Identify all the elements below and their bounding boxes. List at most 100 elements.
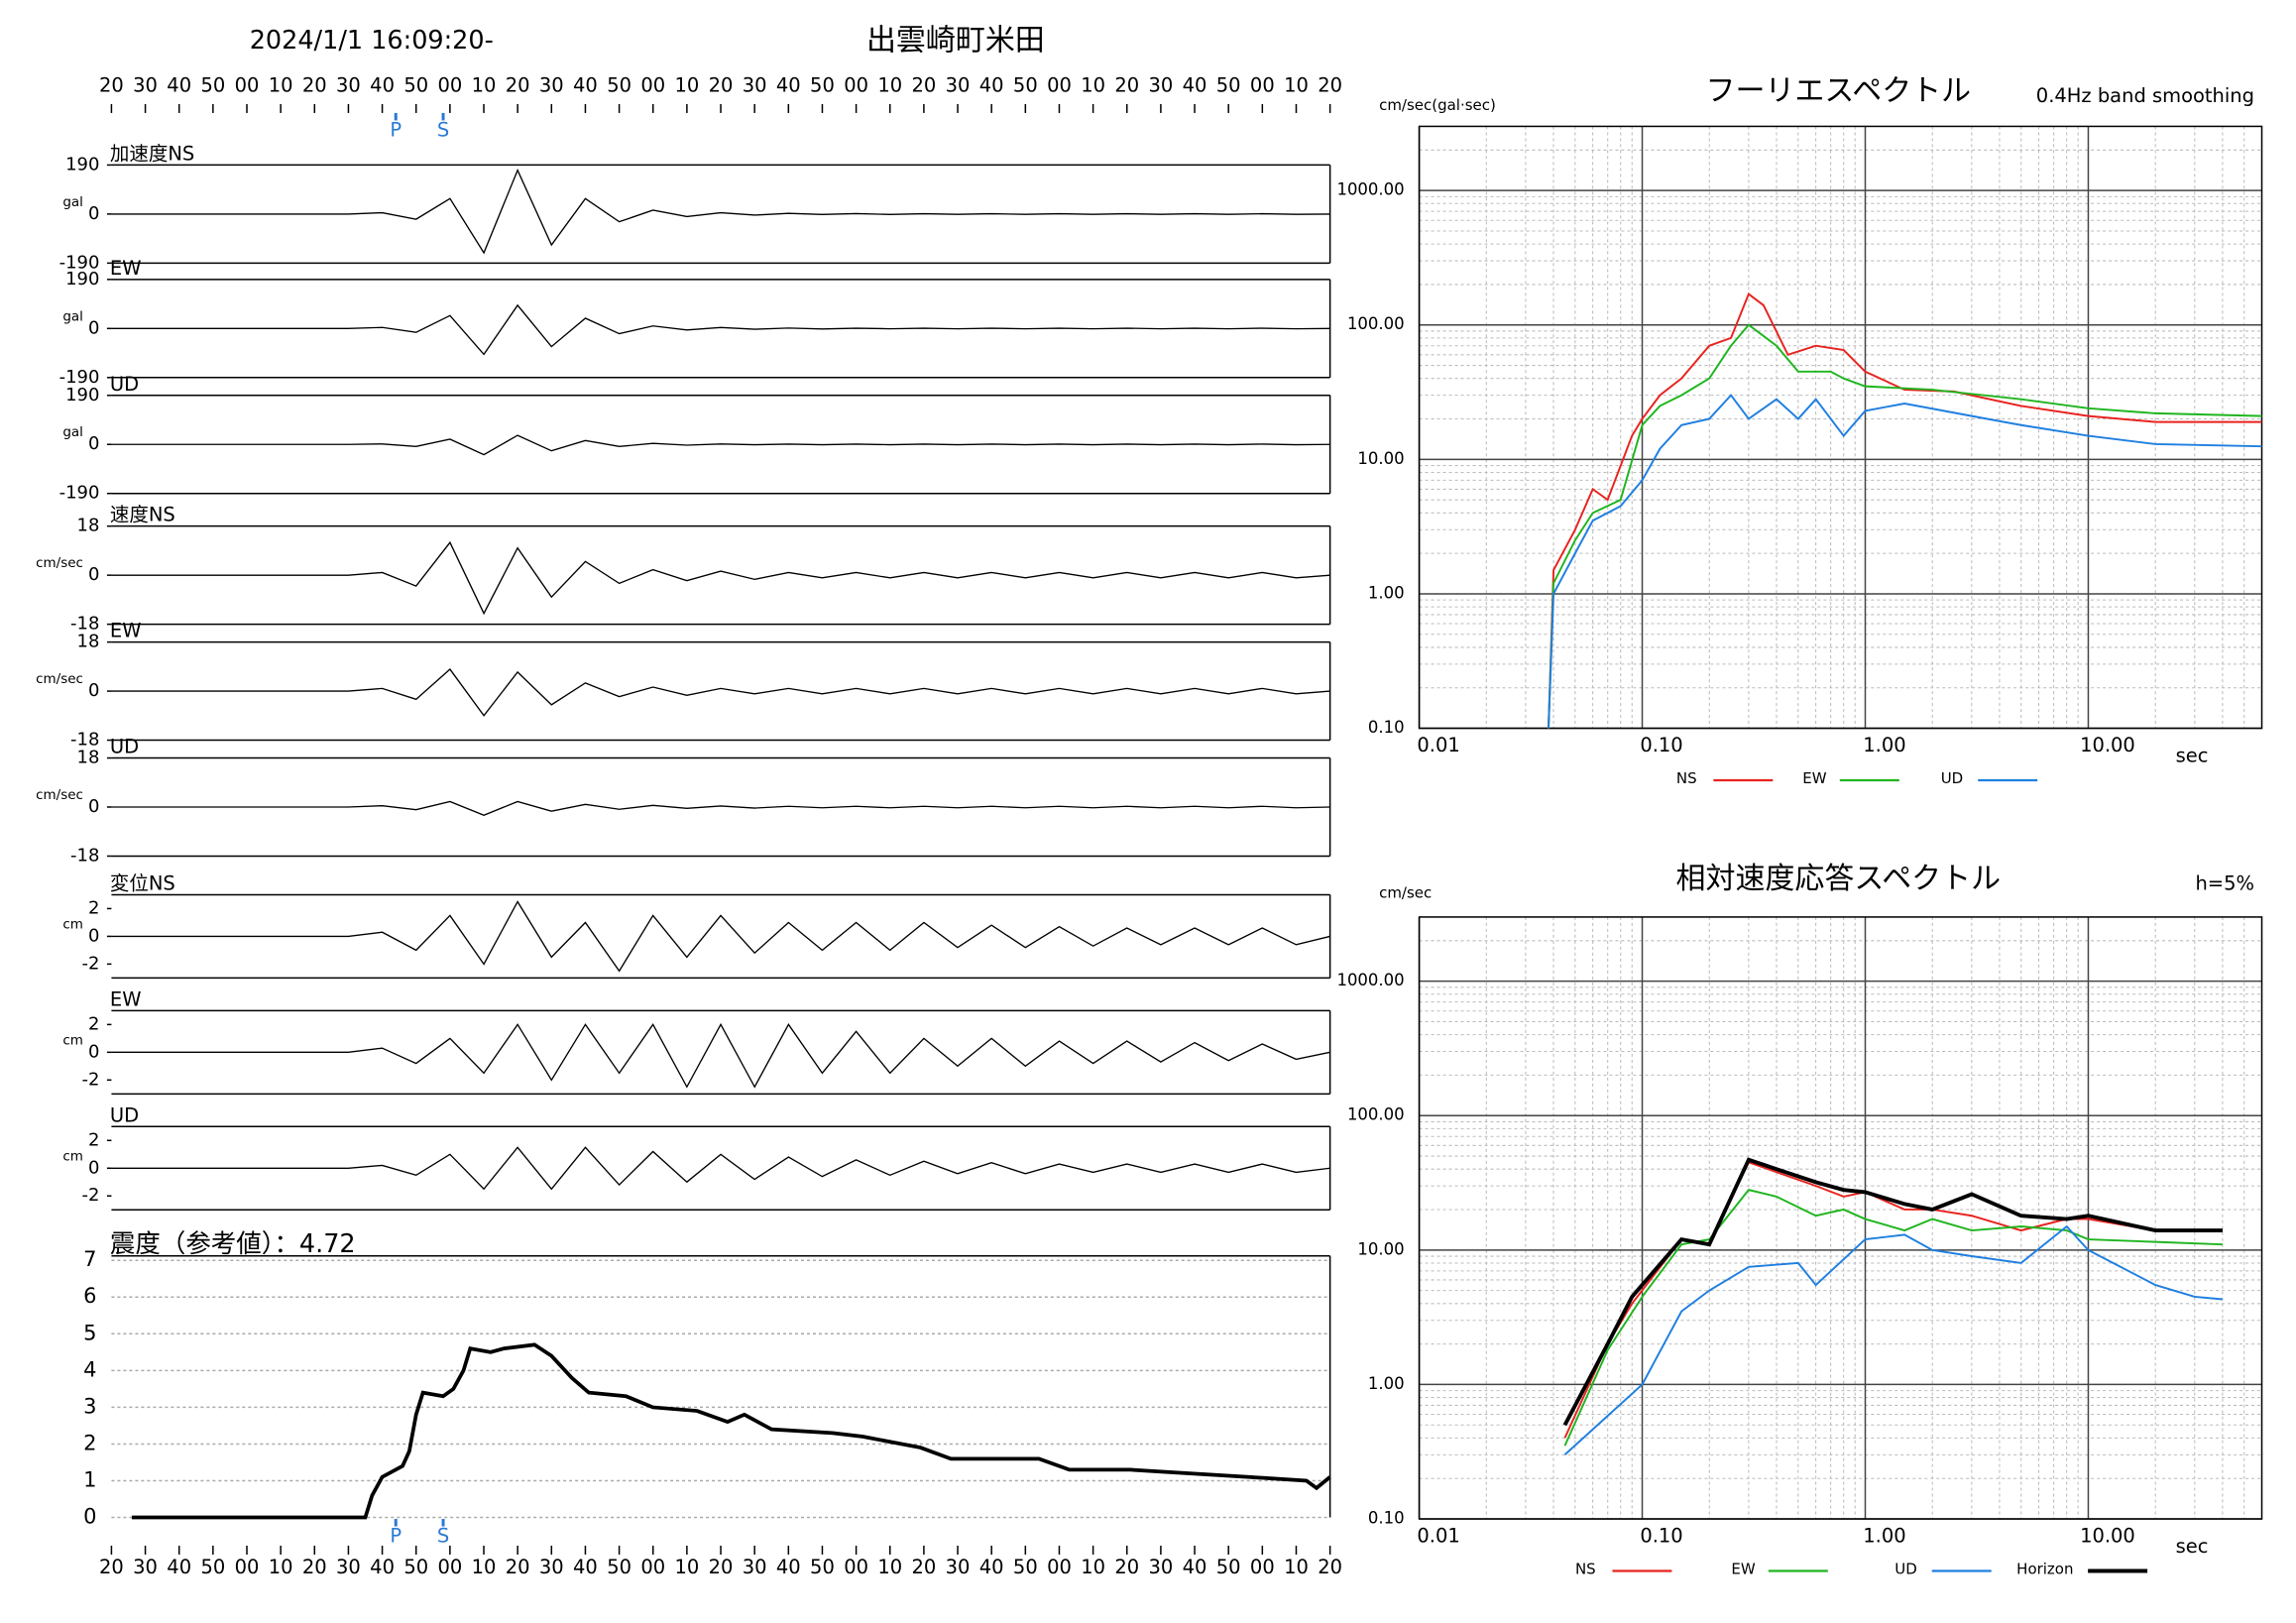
panel-unit: cm <box>62 1032 83 1048</box>
waveform <box>111 800 1330 816</box>
time-tick-label: 50 <box>403 73 428 96</box>
phase-label: P <box>390 1525 402 1548</box>
y-tick-label: 0 <box>83 1505 96 1529</box>
waveform <box>111 1022 1330 1089</box>
y-tick-label: 6 <box>83 1284 96 1308</box>
time-tick-label: 50 <box>1013 1556 1038 1578</box>
y-tick-label: 2 <box>88 897 99 918</box>
x-tick-label: 0.10 <box>1640 1525 1682 1548</box>
y-tick-label: 1 <box>83 1467 96 1491</box>
panel-name: EW <box>110 620 142 642</box>
panel-name: EW <box>110 987 142 1010</box>
waveform <box>111 303 1330 356</box>
waveform <box>111 434 1330 456</box>
y-tick-label: 0 <box>88 317 99 338</box>
time-tick-label: 00 <box>437 1556 462 1578</box>
time-tick-label: 50 <box>200 1556 225 1578</box>
legend-label: UD <box>1941 769 1964 787</box>
time-tick-label: 30 <box>539 1556 564 1578</box>
time-tick-label: 40 <box>167 1556 191 1578</box>
x-axis-label: sec <box>2176 745 2209 767</box>
y-tick-label: 0.10 <box>1368 1509 1405 1528</box>
phase-label: P <box>390 118 402 141</box>
y-tick-label: -18 <box>70 845 99 866</box>
y-tick-label: 18 <box>77 516 100 536</box>
y-tick-label: 190 <box>65 385 99 406</box>
station-name: 出雲崎町米田 <box>866 24 1045 58</box>
time-tick-label: 30 <box>743 1556 767 1578</box>
y-tick-label: 0 <box>88 203 99 224</box>
time-tick-label: 40 <box>1183 1556 1207 1578</box>
panel-name: UD <box>110 373 139 396</box>
x-tick-label: 1.00 <box>1863 734 1905 756</box>
panel-name: EW <box>110 257 142 280</box>
time-tick-label: 20 <box>506 1556 530 1578</box>
time-tick-label: 10 <box>877 73 902 96</box>
spectrum-line <box>1548 394 2262 729</box>
time-tick-label: 40 <box>979 1556 1004 1578</box>
panel-unit: cm/sec <box>36 671 83 687</box>
y-tick-label: 0 <box>88 796 99 817</box>
time-tick-label: 00 <box>640 1556 665 1578</box>
y-tick-label: 3 <box>83 1394 96 1418</box>
time-tick-label: 20 <box>1114 73 1139 96</box>
time-tick-label: 50 <box>1216 1556 1241 1578</box>
intensity-line <box>131 1342 1331 1520</box>
time-tick-label: 50 <box>403 1556 428 1578</box>
time-tick-label: 00 <box>844 1556 868 1578</box>
spectrum-title: フーリエスペクトル <box>1705 73 1971 108</box>
time-tick-label: 30 <box>336 1556 361 1578</box>
y-tick-label: 100.00 <box>1347 1105 1405 1124</box>
y-tick-label: -2 <box>82 1185 100 1206</box>
time-tick-label: 30 <box>946 1556 971 1578</box>
time-tick-label: 00 <box>235 73 260 96</box>
time-tick-label: 20 <box>709 1556 734 1578</box>
y-tick-label: 2 <box>88 1013 99 1034</box>
y-tick-label: 4 <box>83 1357 96 1381</box>
time-tick-label: 00 <box>640 73 665 96</box>
time-tick-label: 50 <box>200 73 225 96</box>
y-tick-label: 1.00 <box>1368 583 1405 602</box>
time-tick-label: 20 <box>912 1556 937 1578</box>
time-tick-label: 10 <box>1284 73 1309 96</box>
panel-name: UD <box>110 1103 139 1126</box>
time-tick-label: 20 <box>912 73 937 96</box>
time-tick-label: 20 <box>302 73 327 96</box>
spectrum-line <box>1563 1161 2223 1439</box>
time-tick-label: 40 <box>573 1556 598 1578</box>
panel-unit: gal <box>62 194 83 210</box>
time-tick-label: 20 <box>709 73 734 96</box>
legend-label: NS <box>1575 1561 1596 1578</box>
time-tick-label: 30 <box>1149 73 1174 96</box>
time-tick-label: 50 <box>1216 73 1241 96</box>
panel-name: 速度NS <box>110 504 175 526</box>
time-tick-label: 40 <box>370 73 395 96</box>
y-tick-label: -190 <box>59 483 100 504</box>
time-tick-label: 50 <box>607 1556 631 1578</box>
time-tick-label: 50 <box>607 73 631 96</box>
legend-label: EW <box>1731 1561 1755 1578</box>
y-tick-label: -190 <box>59 367 100 388</box>
y-tick-label: -2 <box>82 1069 100 1090</box>
time-tick-label: 20 <box>1318 1556 1342 1578</box>
y-tick-label: 1.00 <box>1368 1374 1405 1393</box>
panel-unit: cm <box>62 1148 83 1164</box>
time-tick-label: 00 <box>844 73 868 96</box>
time-tick-label: 20 <box>99 73 124 96</box>
time-tick-label: 30 <box>946 73 971 96</box>
y-tick-label: 0 <box>88 1041 99 1062</box>
spectrum-subtitle: h=5% <box>2195 871 2254 894</box>
time-tick-label: 00 <box>1047 1556 1072 1578</box>
time-tick-label: 50 <box>810 73 835 96</box>
y-tick-label: 2 <box>83 1431 96 1454</box>
time-tick-label: 00 <box>1047 73 1072 96</box>
time-tick-label: 10 <box>269 73 293 96</box>
legend-label: UD <box>1894 1561 1917 1578</box>
plot-frame <box>1418 916 2263 1520</box>
panel-unit: cm <box>62 916 83 932</box>
y-tick-label: 0 <box>88 1157 99 1178</box>
y-tick-label: 18 <box>77 632 100 652</box>
legend-label: EW <box>1802 769 1826 787</box>
y-tick-label: 0.10 <box>1368 718 1405 737</box>
spectrum-line <box>1563 1224 2224 1456</box>
